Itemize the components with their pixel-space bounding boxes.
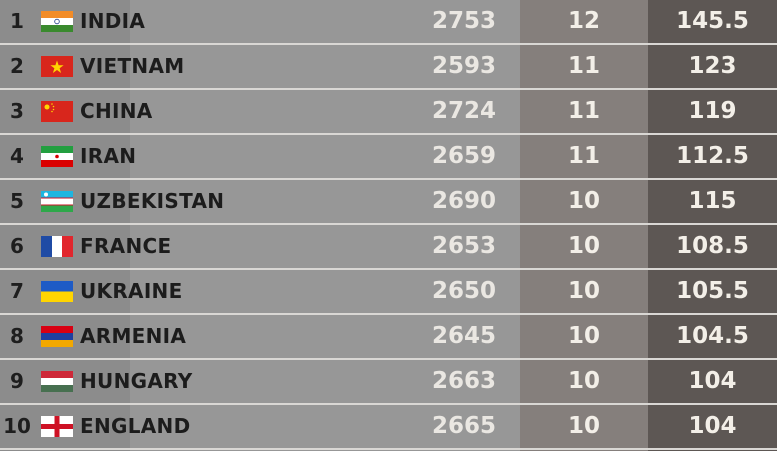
india-flag-icon (41, 11, 73, 32)
country-name: VIETNAM (80, 54, 185, 78)
country-name: INDIA (80, 9, 146, 33)
average-rating: 2593 (431, 53, 496, 79)
rank: 5 (10, 189, 24, 213)
table-row: 2 VIETNAM 2593 11 123 (0, 45, 777, 90)
game-points: 112.5 (676, 143, 749, 169)
match-points: 11 (567, 53, 600, 79)
country-name: CHINA (80, 99, 153, 123)
match-points: 10 (567, 323, 600, 349)
country-name: ARMENIA (80, 324, 187, 348)
game-points: 104 (688, 413, 737, 439)
average-rating: 2650 (431, 278, 496, 304)
ukraine-flag-icon (41, 281, 73, 302)
average-rating: 2753 (431, 8, 496, 34)
game-points: 104 (688, 368, 737, 394)
average-rating: 2665 (431, 413, 496, 439)
england-flag-icon (41, 416, 73, 437)
hungary-flag-icon (41, 371, 73, 392)
average-rating: 2663 (431, 368, 496, 394)
match-points: 10 (567, 188, 600, 214)
average-rating: 2659 (431, 143, 496, 169)
match-points: 10 (567, 278, 600, 304)
france-flag-icon (41, 236, 73, 257)
rank: 4 (10, 144, 24, 168)
table-row: 4 IRAN 2659 11 112.5 (0, 135, 777, 180)
armenia-flag-icon (41, 326, 73, 347)
rank: 10 (3, 414, 31, 438)
table-row: 3 CHINA 2724 11 119 (0, 90, 777, 135)
game-points: 115 (688, 188, 737, 214)
table-row: 5 UZBEKISTAN 2690 10 115 (0, 180, 777, 225)
rank: 3 (10, 99, 24, 123)
china-flag-icon (41, 101, 73, 122)
game-points: 108.5 (676, 233, 749, 259)
match-points: 10 (567, 368, 600, 394)
average-rating: 2645 (431, 323, 496, 349)
average-rating: 2690 (431, 188, 496, 214)
table-row: 7 UKRAINE 2650 10 105.5 (0, 270, 777, 315)
country-name: ENGLAND (80, 414, 191, 438)
average-rating: 2653 (431, 233, 496, 259)
rank: 2 (10, 54, 24, 78)
country-name: FRANCE (80, 234, 172, 258)
match-points: 10 (567, 233, 600, 259)
iran-flag-icon (41, 146, 73, 167)
game-points: 119 (688, 98, 737, 124)
game-points: 105.5 (676, 278, 749, 304)
table-row: 9 HUNGARY 2663 10 104 (0, 360, 777, 405)
table-row: 6 FRANCE 2653 10 108.5 (0, 225, 777, 270)
game-points: 104.5 (676, 323, 749, 349)
points-column-bg (648, 0, 777, 451)
country-name: UZBEKISTAN (80, 189, 225, 213)
country-name: IRAN (80, 144, 137, 168)
match-points: 12 (567, 8, 600, 34)
game-points: 145.5 (676, 8, 749, 34)
country-name: HUNGARY (80, 369, 193, 393)
rank: 8 (10, 324, 24, 348)
uzbekistan-flag-icon (41, 191, 73, 212)
match-points: 10 (567, 413, 600, 439)
average-rating: 2724 (431, 98, 496, 124)
match-points: 11 (567, 98, 600, 124)
game-points: 123 (688, 53, 737, 79)
vietnam-flag-icon (41, 56, 73, 77)
country-rating-column-bg (130, 0, 520, 451)
table-row: 10 ENGLAND 2665 10 104 (0, 405, 777, 450)
match-points: 11 (567, 143, 600, 169)
rank: 6 (10, 234, 24, 258)
rank: 1 (10, 9, 24, 33)
table-row: 8 ARMENIA 2645 10 104.5 (0, 315, 777, 360)
table-row: 1 INDIA 2753 12 145.5 (0, 0, 777, 45)
games-column-bg (520, 0, 648, 451)
rank: 9 (10, 369, 24, 393)
country-name: UKRAINE (80, 279, 183, 303)
rank: 7 (10, 279, 24, 303)
